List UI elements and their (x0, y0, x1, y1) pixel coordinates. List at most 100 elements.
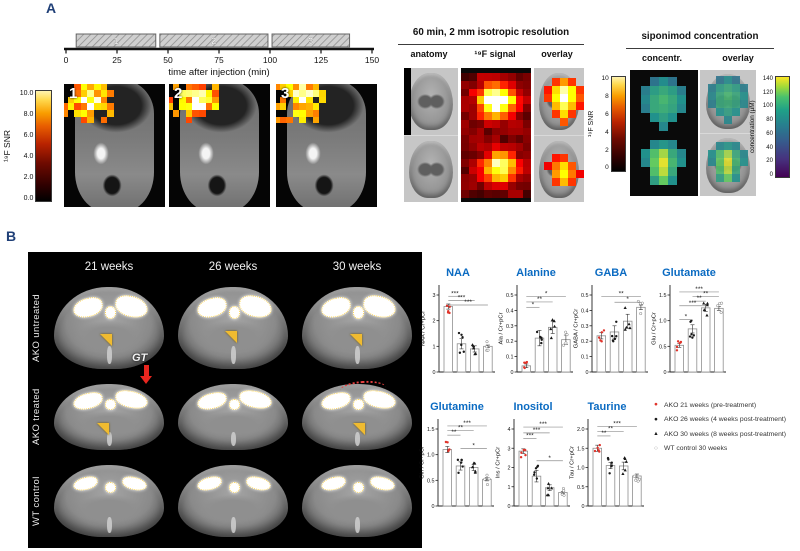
legend-item-ako21: ● AKO 21 weeks (pre-treatment) (652, 398, 786, 413)
svg-text:0.5: 0.5 (659, 344, 667, 350)
injection-timeline: 0 25 50 75 100 125 150 time after injection (mi… (64, 33, 379, 78)
anatomy-slice (404, 68, 458, 136)
svg-text:***: *** (451, 290, 459, 297)
svg-text:3: 3 (508, 446, 511, 452)
chart-alanine: Alanine 0 0.1 0.2 0.3 0.4 0.5 Ala / Cr+pCr * ** * (496, 266, 576, 383)
brain-untreated-30w (298, 280, 416, 376)
row-label-ako-treated: AKO treated (31, 388, 42, 446)
svg-text:*: * (685, 314, 688, 321)
svg-text:0.3: 0.3 (581, 324, 589, 330)
colorbar-gradient (610, 76, 626, 172)
svg-text:1.0: 1.0 (577, 466, 585, 472)
brain-untreated-26w (174, 280, 292, 376)
svg-text:1: 1 (433, 344, 436, 350)
svg-text:1: 1 (508, 485, 511, 491)
mri-frame-2: 2 (169, 84, 270, 207)
chart-glutamine: Glutamine 0 0.5 1.0 1.5 Gln / Cr+pCr *** ** ** * (417, 400, 497, 517)
svg-text:**: ** (619, 291, 625, 298)
svg-text:***: *** (464, 299, 472, 306)
svg-text:***: *** (533, 427, 541, 434)
svg-text:2: 2 (433, 319, 436, 325)
svg-text:***: *** (526, 433, 534, 440)
svg-text:0.3: 0.3 (506, 324, 514, 330)
overlay-column (534, 68, 584, 202)
gt-arrow-icon (140, 365, 152, 384)
col-header-anatomy: anatomy (410, 49, 448, 59)
svg-text:0: 0 (586, 370, 589, 376)
brain-slice (178, 384, 288, 450)
svg-text:*: * (532, 301, 535, 308)
legend-item-ako30: ▲ AKO 30 weeks (8 weeks post-treatment) (652, 427, 786, 442)
mri-frame-1: 1 (64, 84, 165, 207)
yellow-arrowhead (353, 423, 365, 435)
colorbar-ticks: 10 8 6 4 2 0 (598, 75, 609, 172)
brain-slice (302, 384, 412, 450)
chart-gaba: GABA 0 0.1 0.2 0.3 0.4 0.5 GABA / Cr+pCr ** * (571, 266, 651, 383)
chart-glutamate: Glutamate 0 0.5 1.0 1.5 Glu / Cr+pCr *** ** ** *… (649, 266, 729, 383)
open-circle-icon: ○ (654, 444, 658, 452)
svg-text:2.0: 2.0 (577, 427, 585, 433)
panel-a-label: A (46, 0, 57, 16)
brain-slice (302, 287, 412, 369)
svg-text:***: *** (613, 421, 621, 428)
concentration-map-column (630, 70, 698, 196)
svg-text:3: 3 (308, 36, 313, 46)
panel-b-label: B (6, 228, 17, 244)
snr-colorbar-mid: ¹⁹F SNR 10 8 6 4 2 0 (588, 75, 626, 172)
brain-slice (54, 384, 164, 450)
colorbar-tick: 2.0 (23, 174, 34, 181)
brain-slice (178, 465, 288, 537)
chart-title: Inositol (513, 401, 553, 413)
concentration-overlay-blob (708, 142, 748, 182)
svg-text:0: 0 (433, 370, 436, 376)
colorbar-tick: 6.0 (23, 132, 34, 139)
svg-text:0.4: 0.4 (581, 308, 589, 314)
svg-text:3: 3 (433, 293, 436, 299)
colorbar-gradient (35, 90, 53, 202)
svg-text:4: 4 (508, 427, 511, 433)
svg-text:100: 100 (263, 55, 277, 65)
black-dot-icon: ● (654, 415, 658, 423)
legend-item-wt30: ○ WT control 30 weeks (652, 442, 786, 457)
legend-label: AKO 26 weeks (4 weeks post-treatment) (664, 416, 787, 424)
col-header-21-weeks: 21 weeks (84, 261, 134, 273)
col-header-overlay: overlay (722, 53, 754, 63)
colorbar-label: concentration (µM) (749, 100, 756, 154)
svg-text:0.2: 0.2 (581, 339, 589, 345)
colorbar-tick: 6 (605, 110, 609, 118)
svg-text:*: * (472, 443, 475, 450)
anatomy-slice (404, 136, 458, 202)
svg-text:0.5: 0.5 (506, 293, 514, 299)
brain-treated-30w (298, 378, 416, 456)
yellow-arrowhead (97, 423, 109, 435)
svg-text:***: *** (458, 295, 466, 302)
colorbar-tick: 0 (769, 171, 773, 178)
svg-text:50: 50 (163, 55, 173, 65)
anatomy-column (404, 68, 458, 202)
colorbar-label: ¹⁹F SNR (2, 130, 12, 162)
brain-treated-26w (174, 378, 292, 456)
svg-text:75: 75 (214, 55, 224, 65)
svg-text:2: 2 (508, 466, 511, 472)
colorbar-tick: 10.0 (19, 90, 34, 97)
chart-title: NAA (446, 267, 470, 279)
colorbar-ticks: 140 120 100 80 60 40 20 0 (759, 76, 773, 178)
svg-text:time after injection (min): time after injection (min) (168, 67, 269, 78)
siponimod-headers: concentr. overlay (628, 53, 768, 63)
svg-text:0: 0 (64, 55, 69, 65)
col-header-26-weeks: 26 weeks (208, 261, 258, 273)
svg-text:**: ** (601, 430, 607, 437)
red-dot-icon: ● (654, 401, 658, 408)
f19-hot-overlay (276, 84, 326, 124)
colorbar-tick: 10 (601, 75, 609, 82)
concentration-overlay-blob (708, 76, 748, 124)
svg-text:0.5: 0.5 (427, 478, 435, 484)
section-60min-title: 60 min, 2 mm isotropic resolution (412, 27, 570, 38)
brain-control-30w (298, 458, 416, 544)
brain-slice (54, 287, 164, 369)
concentration-colorbar: concentration (µM) 140 120 100 80 60 40 20 0 (749, 76, 790, 178)
